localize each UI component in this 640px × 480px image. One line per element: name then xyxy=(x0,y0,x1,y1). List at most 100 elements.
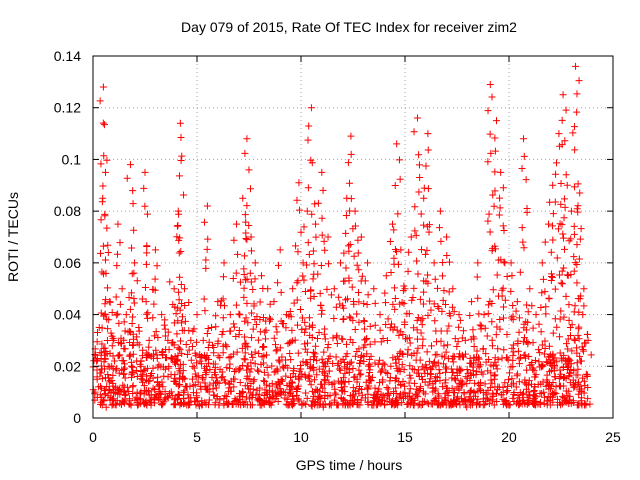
data-point-trail xyxy=(139,184,151,408)
data-point-trail xyxy=(201,398,209,406)
x-tick-labels: 0 5 10 15 20 25 xyxy=(89,429,621,445)
data-point-trail xyxy=(119,397,127,405)
y-tick-label: 0.14 xyxy=(54,48,81,64)
data-point-trail xyxy=(427,275,442,382)
data-point xyxy=(280,311,292,402)
data-point xyxy=(321,233,335,386)
data-point xyxy=(395,378,404,398)
data-point-trail xyxy=(489,134,504,401)
data-point-trail xyxy=(292,196,306,403)
data-point xyxy=(304,104,319,400)
data-point-trail xyxy=(183,350,198,402)
data-point-trail xyxy=(210,312,224,399)
data-point xyxy=(439,233,454,406)
data-point xyxy=(178,373,188,395)
data-point xyxy=(427,259,442,382)
data-point xyxy=(328,380,339,406)
data-point xyxy=(287,388,295,396)
data-point xyxy=(569,380,577,406)
data-point xyxy=(167,285,179,385)
data-point xyxy=(183,336,198,402)
data-point-trail xyxy=(123,174,138,391)
x-tick-label: 20 xyxy=(501,429,517,445)
data-point xyxy=(272,378,282,403)
data-point xyxy=(416,194,430,392)
data-point xyxy=(205,324,217,396)
data-point xyxy=(535,259,549,396)
data-point xyxy=(200,202,214,374)
data-point xyxy=(578,285,591,402)
data-point xyxy=(147,391,155,399)
data-point xyxy=(245,375,256,399)
data-point xyxy=(549,373,559,399)
data-point xyxy=(343,132,357,322)
data-point-trail xyxy=(308,233,323,410)
data-point xyxy=(453,383,463,405)
data-point-trail xyxy=(493,184,508,404)
data-point xyxy=(135,324,145,397)
data-point-trail xyxy=(248,391,256,399)
data-point xyxy=(360,259,374,406)
data-point-trail xyxy=(498,273,511,406)
data-point-trail xyxy=(466,312,478,405)
data-point xyxy=(510,298,523,396)
data-point-trail xyxy=(173,133,188,404)
y-tick-label: 0.04 xyxy=(54,307,81,323)
data-point xyxy=(230,367,238,391)
data-point-trail xyxy=(355,389,363,397)
data-point xyxy=(223,311,237,385)
data-point xyxy=(560,181,575,381)
data-point-trail xyxy=(93,338,105,390)
data-point-trail xyxy=(386,237,400,384)
data-point-trail xyxy=(205,341,217,396)
data-point-trail xyxy=(135,341,145,397)
data-point xyxy=(515,378,523,402)
data-point xyxy=(308,220,323,410)
data-point xyxy=(556,91,571,390)
data-point xyxy=(107,362,116,401)
data-point-trail xyxy=(230,383,238,391)
data-point-trail xyxy=(515,394,523,402)
data-point-trail xyxy=(321,246,335,386)
y-tick-label: 0.06 xyxy=(54,255,81,271)
data-point xyxy=(458,336,471,411)
data-point xyxy=(374,393,382,401)
data-point xyxy=(545,181,559,390)
data-point xyxy=(235,194,250,400)
data-point-trail xyxy=(190,325,203,410)
data-point-trail xyxy=(298,272,310,397)
data-point-trail xyxy=(103,316,116,404)
data-point-trail xyxy=(340,211,354,374)
data-point xyxy=(564,207,579,387)
data-point-trail xyxy=(545,198,559,390)
data-point-trail xyxy=(551,142,566,390)
data-point-trail xyxy=(439,251,454,406)
data-point xyxy=(551,130,566,390)
data-point-trail xyxy=(420,146,436,378)
data-point-trail xyxy=(331,398,339,406)
data-point-trail xyxy=(396,390,404,398)
data-point xyxy=(249,259,263,403)
data-point xyxy=(254,272,268,398)
data-point xyxy=(573,189,587,386)
data-point xyxy=(349,207,363,400)
data-point xyxy=(305,373,316,395)
data-point-trail xyxy=(458,350,471,411)
data-point-trail xyxy=(142,349,154,395)
data-point xyxy=(97,393,105,401)
data-point-trail xyxy=(304,122,319,400)
data-point xyxy=(137,367,148,390)
x-tick-label: 10 xyxy=(293,429,309,445)
data-point-trail xyxy=(453,323,465,385)
data-point-trail xyxy=(524,302,537,400)
data-point xyxy=(379,272,390,400)
data-point xyxy=(292,179,306,403)
data-point xyxy=(190,311,203,410)
data-point xyxy=(119,383,128,405)
data-point-trail xyxy=(414,388,422,396)
data-point-trail xyxy=(349,222,363,400)
data-point-trail xyxy=(287,299,299,386)
data-point xyxy=(115,285,128,407)
data-point-trail xyxy=(200,218,214,374)
data-point-trail xyxy=(254,284,268,398)
